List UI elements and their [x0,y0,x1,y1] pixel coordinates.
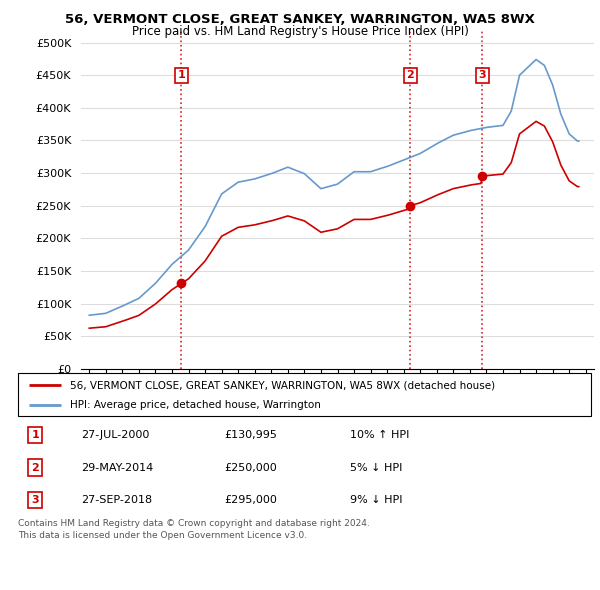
Text: 56, VERMONT CLOSE, GREAT SANKEY, WARRINGTON, WA5 8WX (detached house): 56, VERMONT CLOSE, GREAT SANKEY, WARRING… [70,381,494,391]
Text: 27-JUL-2000: 27-JUL-2000 [81,430,149,440]
Text: HPI: Average price, detached house, Warrington: HPI: Average price, detached house, Warr… [70,401,320,410]
Text: 56, VERMONT CLOSE, GREAT SANKEY, WARRINGTON, WA5 8WX: 56, VERMONT CLOSE, GREAT SANKEY, WARRING… [65,13,535,26]
Text: 3: 3 [31,495,39,505]
Text: £295,000: £295,000 [224,495,277,505]
Text: 3: 3 [478,70,486,80]
Text: 1: 1 [178,70,185,80]
Text: 2: 2 [31,463,39,473]
Text: 29-MAY-2014: 29-MAY-2014 [81,463,153,473]
Text: 1: 1 [31,430,39,440]
Text: This data is licensed under the Open Government Licence v3.0.: This data is licensed under the Open Gov… [18,531,307,540]
Text: Price paid vs. HM Land Registry's House Price Index (HPI): Price paid vs. HM Land Registry's House … [131,25,469,38]
Text: Contains HM Land Registry data © Crown copyright and database right 2024.: Contains HM Land Registry data © Crown c… [18,519,370,528]
Text: 9% ↓ HPI: 9% ↓ HPI [350,495,403,505]
Text: 27-SEP-2018: 27-SEP-2018 [81,495,152,505]
Text: £250,000: £250,000 [224,463,277,473]
Text: 2: 2 [407,70,415,80]
Text: 5% ↓ HPI: 5% ↓ HPI [350,463,403,473]
Text: 10% ↑ HPI: 10% ↑ HPI [350,430,410,440]
Text: £130,995: £130,995 [224,430,277,440]
